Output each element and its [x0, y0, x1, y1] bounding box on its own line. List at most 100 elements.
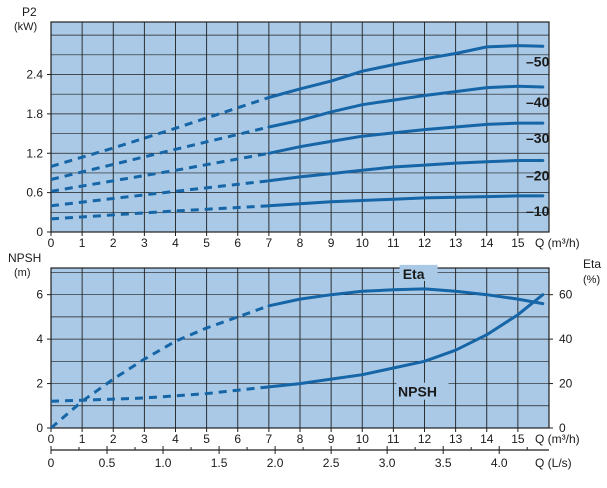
ls-tick-label: 0 [48, 456, 55, 470]
y-tick-label: 1.2 [26, 146, 43, 160]
series-line-40-solid [267, 84, 545, 129]
x-tick-label: 13 [449, 236, 463, 250]
y-tick-label: 0 [36, 421, 43, 435]
x-tick-label: 2 [110, 432, 117, 446]
npsh-y-tick-labels: 0 2 4 6 [36, 288, 51, 435]
eta-axis-unit: (%) [583, 274, 600, 286]
x-tick-label: 0 [48, 432, 55, 446]
series-line-10-solid [267, 194, 545, 208]
power-axes [50, 232, 519, 236]
power-chart-panel: P2 (kW) 00.61.21.82.4 0 1 2 3 4 5 6 7 8 9 10 11 12 13… [14, 5, 580, 250]
x-tick-label: 11 [387, 236, 400, 250]
x-axis-label: Q (m³/h) [535, 432, 580, 446]
series-line-eta-solid [267, 287, 545, 308]
x-tick-label: 5 [203, 236, 210, 250]
x-tick-label: 14 [480, 432, 494, 446]
power-axis-unit: (kW) [14, 21, 37, 33]
ls-tick-label: 4.0 [491, 456, 508, 470]
power-x-tick-labels: 0 1 2 3 4 5 6 7 8 9 10 11 12 13 14 15 Q (m³/h) [48, 236, 580, 250]
series-line-50-solid [267, 44, 545, 99]
y-tick-label: 4 [36, 332, 43, 346]
x-tick-label: 4 [172, 432, 179, 446]
power-grid [50, 21, 550, 233]
x-tick-label: 3 [141, 236, 148, 250]
x-tick-label: 8 [297, 236, 304, 250]
series-line-30-solid [267, 121, 545, 155]
x-tick-label: 9 [328, 432, 335, 446]
power-series [50, 44, 545, 221]
flow-ls-axis: 0 0.5 1.0 1.5 2.0 2.5 3.0 3.5 4.0 Q (L/s) [48, 446, 572, 470]
x-tick-label: 5 [203, 432, 210, 446]
curve-label: –50 [526, 53, 550, 69]
x-tick-label: 1 [79, 432, 86, 446]
series-line-40-dashed [50, 125, 270, 181]
x-tick-label: 12 [418, 432, 432, 446]
series-line-10-dashed [50, 204, 269, 221]
x-tick-label: 1 [79, 236, 86, 250]
x-tick-label: 13 [449, 432, 463, 446]
npsh-axis-title: NPSH [8, 251, 41, 265]
ls-tick-label: 1.0 [155, 456, 172, 470]
curve-label: –20 [526, 167, 550, 183]
x-tick-label: 3 [141, 432, 148, 446]
power-curve-labels: –50 –40 –30 –20 –10 [526, 53, 550, 219]
ls-tick-label: 2.0 [267, 456, 284, 470]
x-tick-label: 10 [356, 236, 370, 250]
series-line-30-dashed [50, 151, 270, 193]
y-tick-label: 2.4 [26, 68, 43, 82]
x-tick-label: 0 [48, 236, 55, 250]
ls-tick-label: 1.5 [211, 456, 228, 470]
y2-tick-label: 60 [559, 288, 573, 302]
y2-tick-label: 40 [559, 332, 573, 346]
npsh-eta-series [50, 287, 545, 430]
ls-axis-label: Q (L/s) [535, 456, 572, 470]
x-tick-label: 9 [328, 236, 335, 250]
y2-tick-label: 0 [559, 421, 566, 435]
series-line-20-solid [267, 159, 545, 183]
y-tick-label: 2 [36, 377, 43, 391]
y-tick-label: 6 [36, 288, 43, 302]
series-line-npsh-solid [267, 293, 545, 389]
x-tick-label: 10 [356, 432, 370, 446]
eta-label-backdrop [399, 264, 438, 281]
series-line-50-dashed [50, 96, 270, 168]
ls-tick-label: 3.0 [379, 456, 396, 470]
eta-curve-label: Eta [403, 266, 425, 282]
y2-tick-label: 20 [559, 377, 573, 391]
curve-label: –30 [526, 130, 550, 146]
npsh-axis-unit: (m) [14, 267, 31, 279]
x-tick-label: 6 [234, 236, 241, 250]
y-tick-label: 0 [36, 225, 43, 239]
x-tick-label: 14 [480, 236, 494, 250]
npsh-eta-axes [50, 428, 519, 432]
eta-axis-title: Eta [583, 257, 601, 271]
x-tick-label: 15 [511, 432, 525, 446]
x-tick-label: 11 [387, 432, 400, 446]
ls-tick-label: 3.5 [435, 456, 452, 470]
x-axis-label: Q (m³/h) [535, 236, 580, 250]
npsh-curve-label: NPSH [398, 384, 437, 400]
x-tick-label: 4 [172, 236, 179, 250]
power-axis-title: P2 [22, 5, 37, 19]
series-line-eta-dashed [50, 304, 270, 430]
npsh-eta-curve-labels: Eta NPSH [396, 264, 449, 400]
series-line-20-dashed [50, 179, 270, 208]
npsh-x-tick-labels: 0 1 2 3 4 5 6 7 8 9 10 11 12 13 14 15 Q (m³/h) [48, 432, 580, 446]
x-tick-label: 7 [266, 236, 273, 250]
x-tick-label: 7 [266, 432, 273, 446]
ls-tick-label: 0.5 [99, 456, 116, 470]
curve-label: –40 [526, 94, 550, 110]
x-tick-label: 8 [297, 432, 304, 446]
x-tick-label: 2 [110, 236, 117, 250]
ls-tick-label: 2.5 [323, 456, 340, 470]
npsh-label-backdrop [396, 382, 449, 400]
x-tick-label: 6 [234, 432, 241, 446]
x-tick-label: 12 [418, 236, 432, 250]
power-y-tick-labels: 0 0.6 1.2 1.8 2.4 [26, 68, 51, 239]
y-tick-label: 1.8 [26, 107, 43, 121]
x-tick-label: 15 [511, 236, 525, 250]
y-tick-label: 0.6 [26, 186, 43, 200]
eta-y-tick-labels: 0 20 40 60 [549, 288, 573, 435]
